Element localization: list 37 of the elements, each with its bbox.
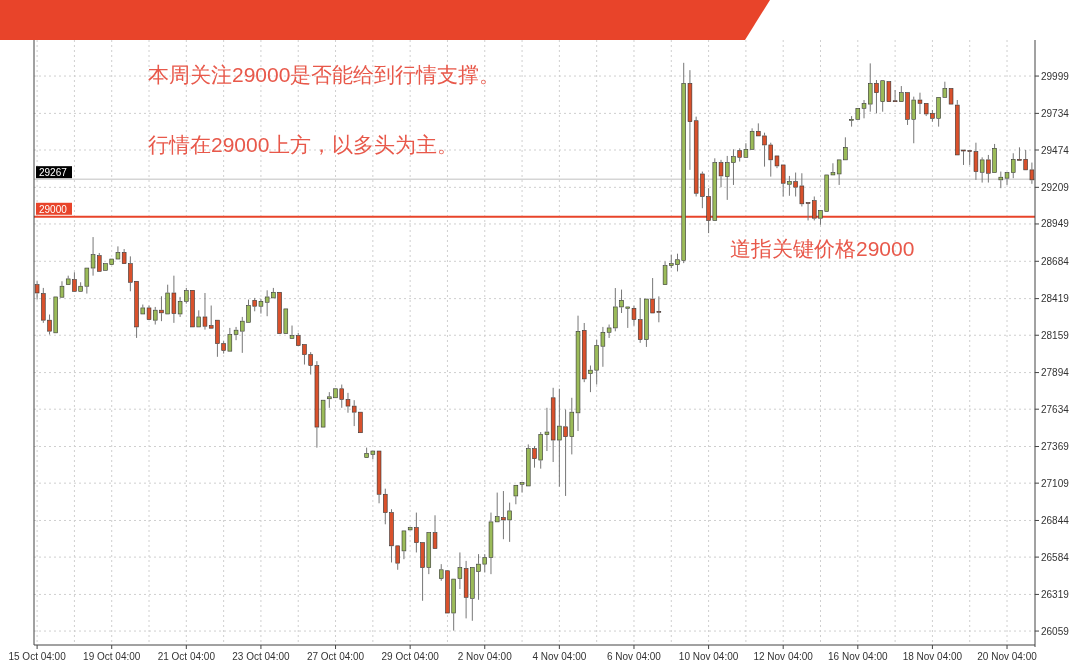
x-tick-label: 29 Oct 04:00 (381, 651, 440, 662)
x-tick-label: 2 Nov 04:00 (457, 651, 513, 662)
y-tick-label: 27894 (1041, 367, 1070, 379)
y-tick-label: 29474 (1041, 144, 1070, 156)
annotation: 本周关注29000是否能给到行情支撑。 (148, 63, 501, 86)
y-tick-label: 27109 (1041, 477, 1070, 489)
y-tick-label: 28419 (1041, 293, 1070, 305)
y-tick-label: 28949 (1041, 218, 1070, 230)
ref-line-label: 29000 (39, 203, 68, 215)
x-tick-label: 12 Nov 04:00 (753, 651, 814, 662)
x-tick-label: 27 Oct 04:00 (306, 651, 365, 662)
y-tick-label: 29734 (1041, 107, 1070, 119)
x-tick-label: 21 Oct 04:00 (157, 651, 216, 662)
annotation: 行情在29000上方，以多头为主。 (148, 133, 459, 156)
y-tick-label: 26844 (1041, 514, 1070, 526)
x-tick-label: 4 Nov 04:00 (532, 651, 587, 662)
y-tick-label: 28159 (1041, 329, 1070, 341)
ref-line-label: 29267 (39, 167, 68, 179)
x-tick-label: 20 Nov 04:00 (977, 651, 1038, 662)
y-tick-label: 27634 (1041, 403, 1070, 415)
x-tick-label: 15 Oct 04:00 (8, 651, 67, 662)
x-tick-label: 18 Nov 04:00 (902, 651, 963, 662)
y-tick-label: 26319 (1041, 588, 1070, 600)
y-tick-label: 29999 (1041, 70, 1070, 82)
y-tick-label: 26584 (1041, 551, 1070, 563)
y-tick-label: 26059 (1041, 625, 1070, 637)
x-tick-label: 10 Nov 04:00 (678, 651, 739, 662)
x-tick-label: 23 Oct 04:00 (232, 651, 290, 662)
candlestick (513, 484, 519, 505)
x-tick-label: 6 Nov 04:00 (607, 651, 662, 662)
candlestick (320, 399, 326, 428)
y-tick-label: 27369 (1041, 441, 1070, 453)
x-tick-label: 16 Nov 04:00 (828, 651, 888, 662)
x-tick-label: 19 Oct 04:00 (83, 651, 141, 662)
y-tick-label: 29209 (1041, 181, 1070, 193)
y-tick-label: 28684 (1041, 255, 1070, 267)
annotation: 道指关键价格29000 (730, 237, 915, 260)
